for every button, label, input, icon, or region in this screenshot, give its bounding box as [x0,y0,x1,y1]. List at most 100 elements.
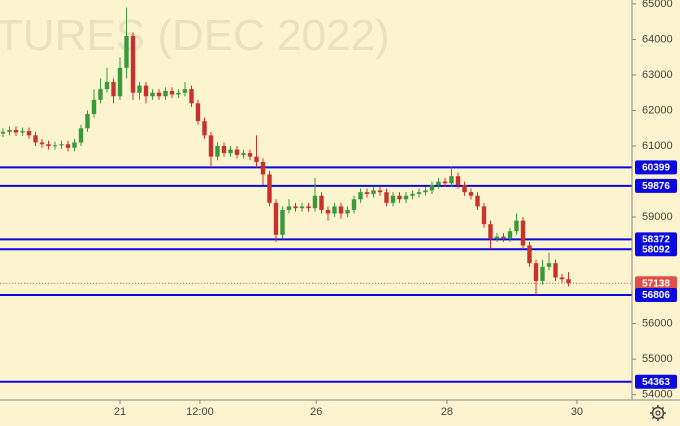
candle-body [273,202,279,235]
candle-body [345,209,350,214]
candle-body [468,192,474,196]
y-tick-label: 61000 [642,140,673,152]
candle-body [234,149,240,155]
candle-body [26,131,32,136]
level-label: 54363 [642,377,670,388]
axes: 65000 64000 63000 62000 61000 59000 56000 55000… [114,0,677,418]
y-tick-label: 64000 [642,33,673,45]
candle-body [169,90,175,95]
candle-body [501,236,506,239]
candle-body [332,206,337,214]
candle-body [267,174,272,203]
candle-body [384,192,389,203]
level-label: 58092 [642,244,670,255]
candle-body [475,195,480,207]
candle-body [533,263,539,281]
candle-body [455,176,461,186]
candle-body [221,146,227,154]
candle-body [423,190,428,193]
candle-body [377,190,383,193]
candle-body [208,135,214,157]
candle-body [130,35,136,93]
candle-body [156,92,162,97]
candle-body [59,144,64,146]
level-label: 59876 [642,181,670,192]
candle-body [566,279,571,284]
candle-body [65,144,71,148]
x-tick-label: 12:00 [186,406,214,418]
candle-body [176,92,181,95]
candle-body [111,82,116,97]
candle-body [33,135,38,143]
y-tick-label: 63000 [642,69,673,81]
candle-body [306,206,311,209]
candle-body [78,128,84,143]
candle-body [215,146,220,157]
x-tick-label: 26 [310,406,322,418]
candle-body [260,161,266,175]
plot-area [0,7,632,383]
y-tick-label: 62000 [642,104,673,116]
candle-body [514,220,519,232]
candle-body [150,92,155,97]
y-tick-label: 54000 [642,389,673,401]
level-box [635,160,677,175]
candle-body [351,199,357,210]
level-label: 60399 [642,162,670,173]
level-box [635,287,677,302]
candle-body [13,130,19,133]
candle-body [507,231,513,239]
candle-body [39,142,45,145]
candle-body [390,195,396,203]
candle-body [46,144,51,147]
candle-body [429,185,435,191]
candle-body [520,220,526,246]
candle-body [527,245,532,264]
candle-body [143,85,149,97]
level-label: 56806 [642,290,670,301]
candle-body [117,67,123,97]
candle-body [312,195,318,209]
level-label: 58372 [642,235,670,246]
candle-body [494,236,500,239]
candle-body [449,176,454,184]
y-tick-label: 55000 [642,353,673,365]
x-tick-label: 30 [571,406,583,418]
candle-body [228,149,233,154]
y-tick-label: 59000 [642,211,673,223]
candle-body [436,181,441,186]
candle-body [481,206,487,225]
candle-body [403,195,409,200]
candle-body [247,153,253,157]
candle-body [416,192,422,194]
candle-body [371,190,376,194]
candle-body [20,131,25,133]
level-box [635,178,677,193]
candle-body [124,35,129,68]
candle-body [462,185,467,193]
settings-icon[interactable] [650,405,666,421]
candle-body [338,206,344,214]
candle-body [85,114,90,129]
candle-body [202,121,207,136]
candle-body [189,89,194,104]
y-tick-label: 65000 [642,0,673,10]
candle-body [540,266,545,281]
candle-body [182,89,188,93]
candle-body [254,156,259,162]
candle-body [163,90,168,97]
candle-body [559,277,565,280]
candle-body [546,263,552,267]
candle-body [397,195,402,200]
x-tick-label: 28 [441,406,453,418]
candle-body [364,192,370,194]
candle-body [286,206,292,210]
candle-body [195,103,201,122]
candle-body [410,193,415,196]
candle-body [488,224,493,239]
candle-body [7,130,12,132]
candle-body [104,82,110,90]
candle-body [72,142,77,148]
last-price-box [635,276,677,291]
